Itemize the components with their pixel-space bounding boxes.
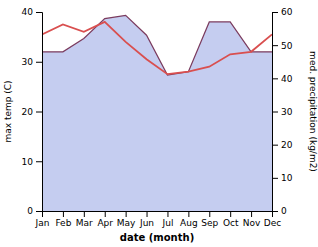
tick-label: 20 <box>22 107 34 117</box>
tick: Aug <box>180 211 198 228</box>
x-axis-title: date (month) <box>120 232 194 243</box>
tick-mark <box>272 178 278 179</box>
axis-line <box>43 212 273 218</box>
tick-mark <box>251 211 252 217</box>
tick-label: Feb <box>55 218 71 228</box>
tick-mark <box>36 62 42 63</box>
tick-label: Jun <box>139 218 154 228</box>
tick-mark <box>36 211 42 212</box>
tick: 30 <box>22 57 42 67</box>
marks <box>42 15 272 211</box>
tick: May <box>117 211 136 228</box>
tick-mark <box>272 211 278 212</box>
tick-label: 10 <box>22 157 34 167</box>
tick: Apr <box>97 211 113 228</box>
tick-mark <box>36 112 42 113</box>
tick-label: Dec <box>264 218 281 228</box>
tick: Nov <box>243 211 261 228</box>
tick-label: 30 <box>281 107 293 117</box>
tick-label: 0 <box>281 206 287 216</box>
tick-mark <box>63 211 64 217</box>
tick-label: 40 <box>281 74 293 84</box>
tick: Jul <box>162 211 174 228</box>
tick: 20 <box>272 140 293 150</box>
axis-line <box>273 13 279 212</box>
tick: 60 <box>272 7 293 17</box>
tick-label: Apr <box>97 218 113 228</box>
tick-mark <box>272 112 278 113</box>
tick-label: Oct <box>223 218 239 228</box>
tick-label: May <box>117 218 136 228</box>
tick-label: 20 <box>281 140 293 150</box>
tick-mark <box>272 145 278 146</box>
y-axis-title: max temp (C) <box>3 80 13 142</box>
tick: Feb <box>55 211 71 228</box>
tick: 10 <box>272 173 293 183</box>
tick: 40 <box>22 7 42 17</box>
tick: 0 <box>272 206 287 216</box>
tick: 20 <box>22 107 42 117</box>
tick-mark <box>230 211 231 217</box>
tick: 10 <box>22 157 42 167</box>
tick-mark <box>272 12 278 13</box>
tick-label: 30 <box>22 57 34 67</box>
tick-label: Mar <box>76 218 93 228</box>
tick-label: Jan <box>35 218 50 228</box>
tick: Dec <box>264 211 281 228</box>
tick-mark <box>167 211 168 217</box>
line <box>42 15 272 75</box>
tick-label: 40 <box>22 7 34 17</box>
tick: 50 <box>272 41 293 51</box>
axis-line <box>36 13 43 212</box>
tick: 40 <box>272 74 293 84</box>
tick-label: 60 <box>281 7 293 17</box>
tick-mark <box>84 211 85 217</box>
tick-mark <box>272 78 278 79</box>
tick-mark <box>36 12 42 13</box>
y-axis: 0 10 20 30 40 <box>22 7 43 216</box>
tick-label: 50 <box>281 41 293 51</box>
plot: JanFebMarAprMayJunJulAugSepOctNovDec0102… <box>22 7 293 228</box>
tick-label: Sep <box>201 218 218 228</box>
tick: Mar <box>76 211 93 228</box>
tick-mark <box>105 211 106 217</box>
line <box>42 22 272 74</box>
tick-label: 0 <box>27 206 33 216</box>
tick: 30 <box>272 107 293 117</box>
area <box>42 15 272 211</box>
y2-axis: 0 10 20 30 40 50 60 <box>272 7 293 216</box>
y2-axis-title: med. precipitation (kg/m2) <box>308 51 318 172</box>
x-axis: Jan Feb Mar Apr MayJun Jul AugSep Oct NovDec <box>35 211 282 228</box>
tick-label: 10 <box>281 173 293 183</box>
tick-label: Jul <box>162 218 174 228</box>
tick: 0 <box>27 206 42 216</box>
tick: Jun <box>139 211 154 228</box>
tick: Sep <box>201 211 218 228</box>
chart: JanFebMarAprMayJunJulAugSepOctNovDec0102… <box>0 0 318 247</box>
tick-mark <box>188 211 189 217</box>
tick-mark <box>36 161 42 162</box>
tick-label: Nov <box>243 218 261 228</box>
tick-mark <box>147 211 148 217</box>
tick: Jan <box>35 211 50 228</box>
tick: Oct <box>223 211 239 228</box>
tick-label: Aug <box>180 218 198 228</box>
tick-mark <box>272 45 278 46</box>
tick-mark <box>126 211 127 217</box>
tick-mark <box>209 211 210 217</box>
